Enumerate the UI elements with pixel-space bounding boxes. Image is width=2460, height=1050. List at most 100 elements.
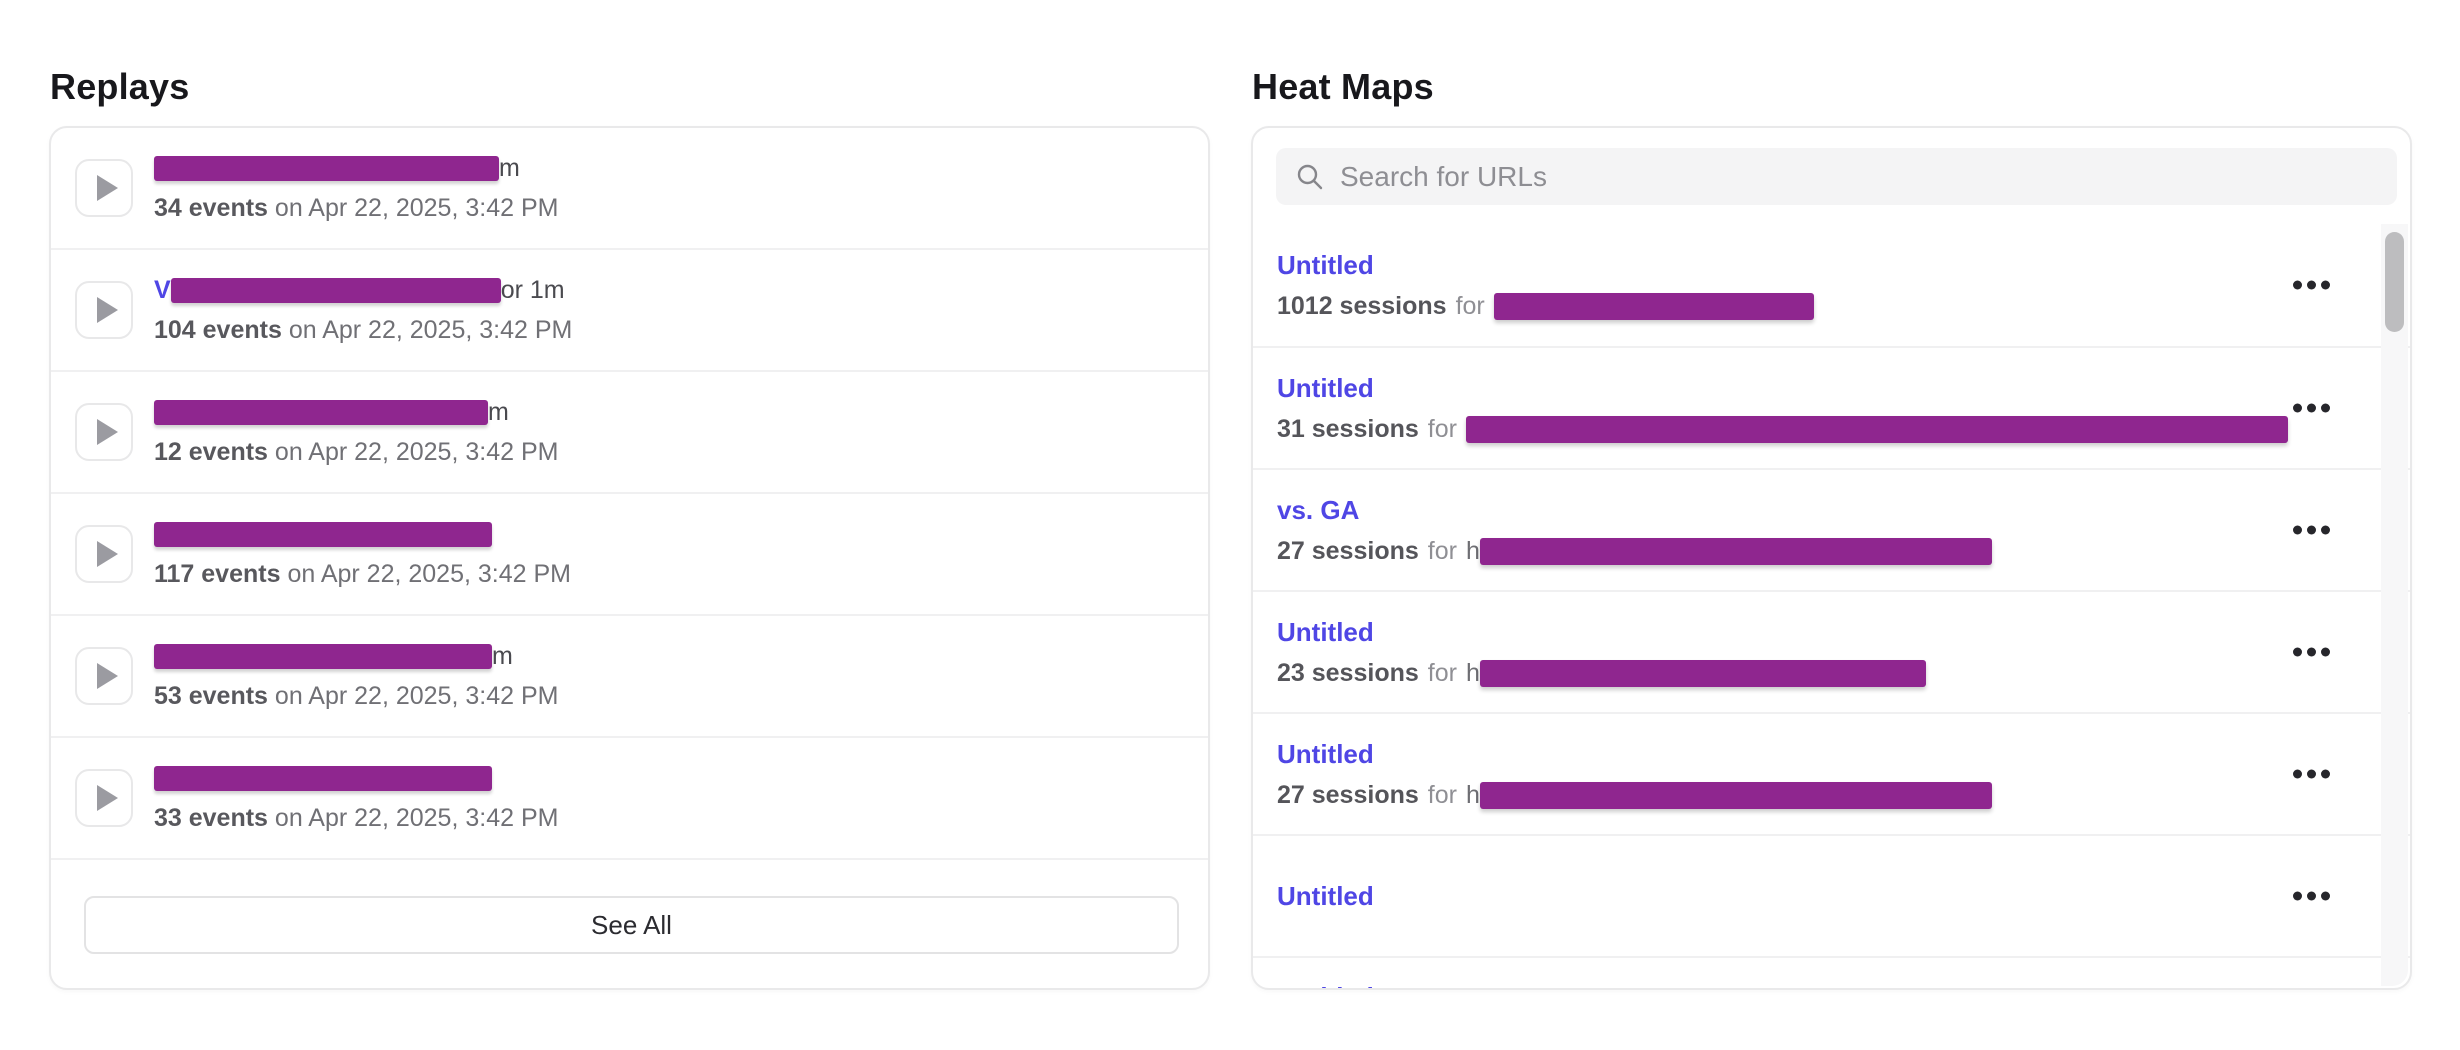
- heatmap-title-link[interactable]: Untitled: [1277, 982, 1374, 988]
- heatmap-list-item[interactable]: Untitled 27 sessions for h: [1253, 712, 2410, 834]
- play-replay-button[interactable]: [75, 647, 133, 705]
- more-options-button[interactable]: [2287, 275, 2336, 296]
- for-label: for: [1427, 536, 1457, 565]
- visit-duration-text: m: [499, 153, 520, 182]
- event-count: 117 events: [154, 560, 281, 588]
- redaction-bar: [154, 521, 492, 547]
- redaction-bar: [154, 643, 492, 669]
- replay-visitor-line: [154, 519, 571, 549]
- more-options-button[interactable]: [2287, 398, 2336, 419]
- visit-duration-text: m: [492, 641, 513, 670]
- redaction-bar: [1493, 292, 1814, 320]
- for-label: for: [1427, 780, 1457, 809]
- more-options-button[interactable]: [2287, 764, 2336, 785]
- search-input[interactable]: [1340, 148, 2397, 205]
- replay-item-text: 33 events on Apr 22, 2025, 3:42 PM: [154, 763, 558, 833]
- replay-date: on Apr 22, 2025, 3:42 PM: [287, 560, 571, 588]
- play-replay-button[interactable]: [75, 403, 133, 461]
- see-all-button[interactable]: See All: [84, 896, 1179, 954]
- replay-list-item[interactable]: m 12 events on Apr 22, 2025, 3:42 PM: [51, 372, 1208, 494]
- replay-meta-line: 34 events on Apr 22, 2025, 3:42 PM: [154, 194, 558, 223]
- heatmap-meta-line: 31 sessions for: [1277, 415, 2386, 444]
- heatmap-list-item[interactable]: Untitled 1012 sessions for: [1253, 224, 2410, 346]
- play-icon: [97, 175, 118, 201]
- play-icon: [97, 541, 118, 567]
- heatmap-meta-line: 27 sessions for h: [1277, 537, 2386, 566]
- more-options-icon: [2293, 525, 2302, 535]
- scrollbar-thumb[interactable]: [2385, 232, 2404, 332]
- play-icon: [97, 297, 118, 323]
- replay-visitor-line: m: [154, 641, 558, 671]
- replay-list-item[interactable]: 33 events on Apr 22, 2025, 3:42 PM: [51, 738, 1208, 860]
- heatmap-title-link[interactable]: Untitled: [1277, 738, 1374, 769]
- redaction-bar: [1465, 415, 2288, 443]
- replay-date: on Apr 22, 2025, 3:42 PM: [274, 438, 559, 466]
- redaction-bar: [154, 765, 492, 791]
- play-icon: [97, 419, 118, 445]
- for-label: for: [1427, 658, 1457, 687]
- redaction-bar: [154, 399, 488, 425]
- heatmaps-section-title: Heat Maps: [1252, 66, 1434, 108]
- replay-meta-line: 12 events on Apr 22, 2025, 3:42 PM: [154, 438, 558, 467]
- heatmap-title-link[interactable]: Untitled: [1277, 880, 1374, 911]
- session-count: 27 sessions: [1277, 780, 1419, 809]
- play-replay-button[interactable]: [75, 281, 133, 339]
- event-count: 53 events: [154, 682, 268, 710]
- replay-date: on Apr 22, 2025, 3:42 PM: [288, 316, 573, 344]
- replay-meta-line: 33 events on Apr 22, 2025, 3:42 PM: [154, 804, 558, 833]
- url-text: h: [1465, 780, 1480, 809]
- heatmap-list-item[interactable]: vs. GA 27 sessions for h: [1253, 468, 2410, 590]
- more-options-button[interactable]: [2287, 886, 2336, 907]
- session-count: 1012 sessions: [1277, 291, 1447, 320]
- more-options-icon: [2293, 769, 2302, 779]
- event-count: 34 events: [154, 194, 268, 222]
- more-options-icon: [2293, 647, 2302, 657]
- more-options-icon: [2293, 403, 2302, 413]
- session-count: 23 sessions: [1277, 658, 1419, 687]
- visit-duration-text: or 1m: [500, 275, 565, 304]
- heatmap-title-link[interactable]: vs. GA: [1277, 494, 1360, 525]
- event-count: 104 events: [154, 316, 282, 344]
- heatmap-title-link[interactable]: Untitled: [1277, 249, 1374, 280]
- heatmap-list-item-partial[interactable]: Untitled: [1253, 956, 2410, 988]
- heatmap-title-link[interactable]: Untitled: [1277, 372, 1374, 403]
- play-replay-button[interactable]: [75, 769, 133, 827]
- heatmap-list-item[interactable]: Untitled 23 sessions for h: [1253, 590, 2410, 712]
- replay-item-text: m 34 events on Apr 22, 2025, 3:42 PM: [154, 153, 558, 223]
- play-replay-button[interactable]: [75, 525, 133, 583]
- replay-list-item[interactable]: 117 events on Apr 22, 2025, 3:42 PM: [51, 494, 1208, 616]
- replay-list-item[interactable]: m 53 events on Apr 22, 2025, 3:42 PM: [51, 616, 1208, 738]
- replays-section-title: Replays: [50, 66, 190, 108]
- redaction-bar: [170, 277, 501, 303]
- visitor-name-link[interactable]: V: [154, 275, 171, 304]
- replay-meta-line: 117 events on Apr 22, 2025, 3:42 PM: [154, 560, 571, 589]
- replay-list-item[interactable]: m 34 events on Apr 22, 2025, 3:42 PM: [51, 128, 1208, 250]
- scrollbar-track[interactable]: [2381, 224, 2408, 986]
- event-count: 33 events: [154, 804, 268, 832]
- replay-visitor-line: [154, 763, 558, 793]
- replay-date: on Apr 22, 2025, 3:42 PM: [274, 804, 559, 832]
- replay-item-text: 117 events on Apr 22, 2025, 3:42 PM: [154, 519, 571, 589]
- heatmap-list-item[interactable]: Untitled: [1253, 834, 2410, 956]
- play-icon: [97, 785, 118, 811]
- redaction-bar: [154, 155, 499, 181]
- more-options-button[interactable]: [2287, 520, 2336, 541]
- session-count: 31 sessions: [1277, 414, 1419, 443]
- for-label: for: [1427, 414, 1457, 443]
- event-count: 12 events: [154, 438, 268, 466]
- search-icon: [1294, 161, 1326, 193]
- more-options-icon: [2293, 891, 2302, 901]
- play-replay-button[interactable]: [75, 159, 133, 217]
- heatmap-meta-line: 23 sessions for h: [1277, 659, 2386, 688]
- heatmap-list-item[interactable]: Untitled 31 sessions for: [1253, 346, 2410, 468]
- more-options-icon: [2293, 280, 2302, 290]
- heatmap-title-link[interactable]: Untitled: [1277, 616, 1374, 647]
- more-options-button[interactable]: [2287, 642, 2336, 663]
- heatmaps-panel: Untitled 1012 sessions for Untitled 31 s…: [1251, 126, 2412, 990]
- replay-date: on Apr 22, 2025, 3:42 PM: [274, 194, 559, 222]
- url-search-box[interactable]: [1276, 148, 2397, 205]
- heatmap-list: Untitled 1012 sessions for Untitled 31 s…: [1253, 224, 2410, 988]
